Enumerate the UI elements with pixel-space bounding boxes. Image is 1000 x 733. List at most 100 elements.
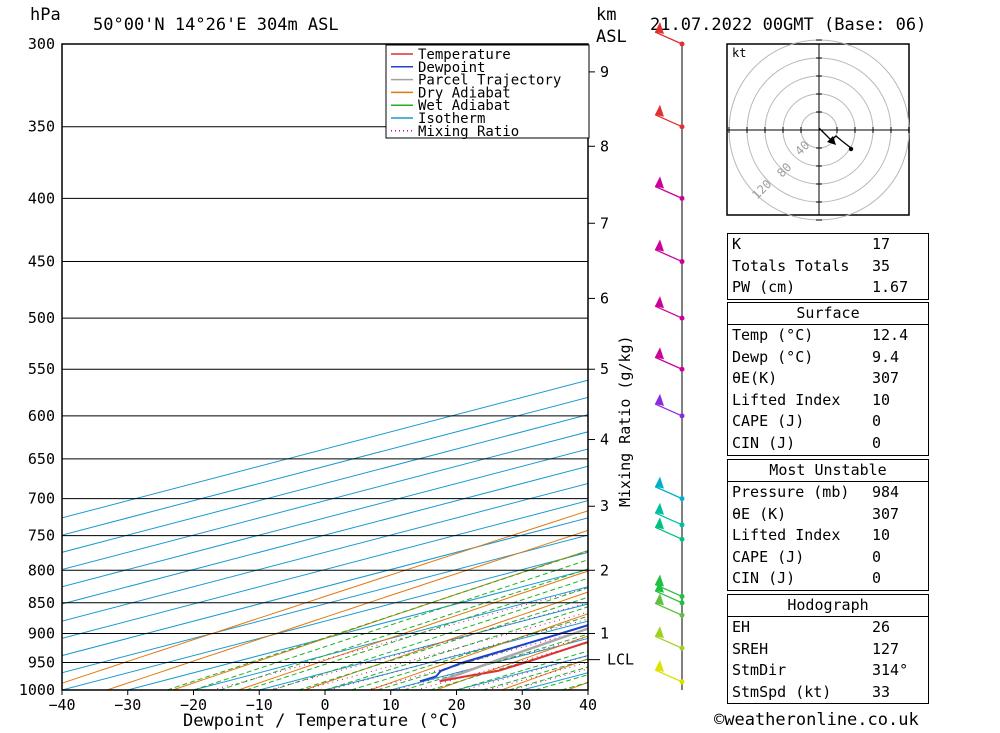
wind-barb — [654, 502, 685, 528]
index-row: Totals Totals 35 — [728, 256, 928, 278]
km-asl-label: ASL — [596, 27, 627, 47]
km-unit-label: km — [596, 5, 616, 25]
legend-label: Dry Adiabat — [418, 85, 511, 101]
km-tick-label: 8 — [600, 137, 609, 155]
most-unstable-row: θE (K) 307 — [728, 504, 928, 526]
index-value: 35 — [872, 256, 891, 275]
pressure-tick-label: 900 — [28, 624, 55, 642]
index-label: K — [732, 235, 742, 253]
pressure-tick-label: 600 — [28, 407, 55, 425]
wind-barb — [654, 476, 685, 502]
surface-row: Lifted Index 10 — [728, 390, 928, 412]
location-title: 50°00'N 14°26'E 304m ASL — [93, 15, 339, 35]
wind-barb-shaft — [654, 114, 683, 128]
wind-barb-flag — [655, 574, 664, 587]
legend-label: Isotherm — [418, 111, 485, 127]
most-unstable-value: 10 — [872, 526, 891, 545]
surface-row: Dewp (°C) 9.4 — [728, 347, 928, 369]
wind-barb-flag — [655, 176, 664, 189]
wind-barb — [654, 593, 685, 618]
pressure-tick-label: 300 — [28, 35, 55, 53]
most-unstable-label: Pressure (mb) — [732, 483, 850, 501]
wind-barb-flag — [655, 104, 664, 117]
dry-adiabat-line — [304, 591, 588, 690]
wet-adiabat-line — [193, 559, 588, 690]
lcl-label: LCL — [607, 651, 634, 669]
surface-label: CIN (J) — [732, 433, 796, 452]
plot-area — [62, 44, 1000, 690]
hodograph-end-dot — [848, 146, 854, 152]
surface-label: Temp (°C) — [732, 326, 814, 344]
wind-barb-shaft — [654, 403, 683, 417]
hodograph-unit-label: kt — [732, 46, 746, 60]
surface-value: 0 — [872, 412, 882, 431]
hodograph-stat-value: 26 — [872, 618, 891, 636]
x-axis-label: Dewpoint / Temperature (°C) — [183, 711, 459, 731]
x-tick-label: −30 — [114, 696, 141, 714]
dry-adiabat-line — [238, 570, 588, 690]
pressure-tick-label: 450 — [28, 253, 55, 271]
dry-adiabat-line — [962, 44, 1000, 690]
dry-adiabat-line — [369, 613, 588, 690]
x-tick-label: −10 — [246, 696, 273, 714]
hodograph-stat-value: 127 — [872, 639, 900, 658]
wind-barb-shaft — [654, 356, 683, 370]
wind-barb — [654, 176, 685, 201]
km-tick-label: 4 — [600, 431, 609, 449]
surface-row: θE(K) 307 — [728, 368, 928, 390]
surface-row: CAPE (J) 0 — [728, 411, 928, 433]
km-tick-label: 7 — [600, 214, 609, 232]
surface-label: Lifted Index — [732, 390, 841, 409]
index-row: PW (cm) 1.67 — [728, 277, 928, 299]
isotherm-line — [62, 500, 588, 639]
pressure-tick-label: 950 — [28, 653, 55, 671]
wind-barb-shaft — [654, 590, 683, 604]
surface-value: 0 — [872, 433, 882, 452]
most-unstable-value: 984 — [872, 483, 900, 501]
surface-value: 9.4 — [872, 347, 900, 366]
wet-adiabat-line — [298, 596, 588, 690]
most-unstable-row: Lifted Index 10 — [728, 525, 928, 547]
x-tick-label: −20 — [180, 696, 207, 714]
wind-barb-flag — [655, 296, 664, 309]
mixing-ratio-line — [303, 611, 588, 690]
dry-adiabat-line — [62, 510, 588, 684]
pressure-tick-label: 1000 — [19, 681, 55, 699]
hodograph-stat-label: EH — [732, 618, 751, 636]
hodograph-stat-label: SREH — [732, 639, 769, 658]
hodograph-stat-header: Hodograph — [728, 595, 928, 617]
hodograph-stat-value: 33 — [872, 682, 891, 701]
km-tick-label: 6 — [600, 289, 609, 307]
most-unstable-value: 0 — [872, 547, 882, 566]
x-tick-label: −40 — [48, 696, 75, 714]
wind-barb-flag — [655, 659, 664, 672]
index-label: Totals Totals — [732, 256, 850, 275]
surface-value: 307 — [872, 369, 900, 388]
wind-barb — [654, 580, 685, 606]
most-unstable-label: CAPE (J) — [732, 547, 805, 566]
x-tick-label: 30 — [513, 696, 531, 714]
surface-label: CAPE (J) — [732, 412, 805, 431]
hodograph-stat-row: StmSpd (kt) 33 — [728, 682, 928, 704]
hodograph-stat-value: 314° — [872, 661, 909, 680]
index-value: 1.67 — [872, 278, 909, 297]
dry-adiabat-line — [106, 529, 588, 690]
mixing-ratio-axis-label: Mixing Ratio (g/kg) — [616, 335, 634, 507]
surface-header: Surface — [728, 303, 928, 325]
isotherm-line — [62, 517, 588, 657]
isotherm-line — [62, 448, 588, 588]
wind-barb — [654, 393, 685, 419]
pressure-tick-label: 350 — [28, 118, 55, 136]
wet-adiabat-line — [272, 587, 588, 690]
temperature-line — [439, 640, 588, 683]
dry-adiabat-line — [172, 549, 588, 690]
most-unstable-table: Most Unstable Pressure (mb) 984 θE (K) 307 Li… — [727, 459, 929, 591]
most-unstable-header: Most Unstable — [728, 460, 928, 482]
surface-table: Surface Temp (°C) 12.4 Dewp (°C) 9.4 θE(K) 307… — [727, 302, 929, 456]
surface-row: CIN (J) 0 — [728, 433, 928, 455]
most-unstable-row: Pressure (mb) 984 — [728, 482, 928, 504]
km-tick-label: 2 — [600, 561, 609, 579]
mixing-ratio-line — [328, 618, 588, 690]
axes: 1234681016202530035040045050055060065070… — [19, 35, 634, 714]
